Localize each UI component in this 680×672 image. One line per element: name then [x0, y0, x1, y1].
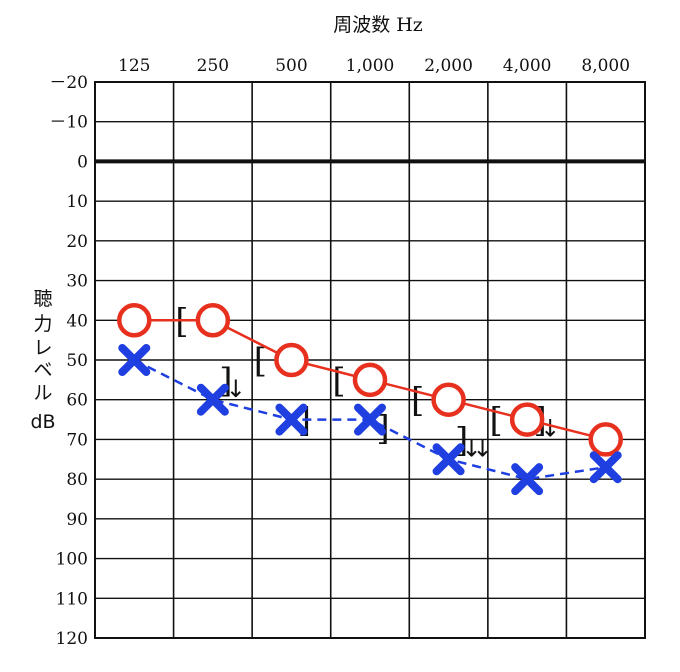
y-axis-label-part: ル — [33, 382, 52, 404]
masking-bracket-left: [ — [332, 361, 345, 401]
y-tick-label: 20 — [66, 232, 88, 252]
data-point-cross — [118, 344, 151, 376]
data-point-cross — [354, 403, 386, 436]
data-point-circle — [274, 342, 309, 378]
y-tick-label: 30 — [66, 272, 88, 292]
y-axis-label-part: dB — [30, 411, 55, 433]
y-tick-label: －10 — [49, 113, 88, 133]
x-tick-label: 250 — [197, 56, 229, 76]
y-axis-label-part: 聴 — [33, 288, 52, 310]
x-tick-label: 500 — [275, 56, 307, 76]
data-point-cross — [275, 403, 308, 436]
data-point-circle — [195, 303, 231, 338]
x-tick-label: 4,000 — [503, 56, 552, 76]
y-tick-label: 60 — [66, 391, 88, 411]
masking-bracket-left: [ — [411, 381, 424, 421]
y-tick-label: －20 — [49, 73, 88, 93]
y-tick-label: 80 — [66, 470, 88, 490]
data-point-cross — [196, 383, 229, 416]
data-point-circle — [352, 362, 388, 398]
y-tick-label: 90 — [66, 510, 88, 530]
data-point-cross — [511, 463, 544, 496]
y-tick-label: 40 — [66, 311, 88, 331]
y-tick-label: 110 — [56, 589, 88, 609]
y-axis-label-part: レ — [33, 337, 52, 359]
x-tick-label: 8,000 — [581, 56, 630, 76]
grid — [94, 81, 646, 639]
x-axis-ticks: 125 250 500 1,000 2,000 4,000 8,000 — [118, 56, 630, 76]
x-tick-label: 125 — [118, 56, 150, 76]
y-tick-label: 0 — [77, 152, 88, 172]
data-point-cross — [432, 443, 465, 476]
masking-bracket-left: [ — [254, 341, 267, 381]
data-point-cross — [589, 451, 622, 484]
y-axis-ticks: －20 －10 0 10 20 30 40 50 60 70 80 90 100 110 120 — [49, 73, 88, 649]
y-tick-label: 70 — [66, 430, 88, 450]
data-point-circle — [117, 303, 152, 338]
y-tick-label: 50 — [66, 351, 88, 371]
y-axis-label-part: 力 — [33, 313, 52, 335]
y-axis-label-part: ベ — [33, 359, 52, 381]
y-tick-label: 120 — [56, 629, 88, 649]
no-response-arrow: ↓ — [462, 434, 482, 462]
no-response-arrow: ↓ — [540, 415, 560, 443]
x-tick-label: 2,000 — [424, 56, 473, 76]
data-point-circle — [588, 422, 623, 457]
no-response-arrow: ↓ — [473, 434, 493, 462]
no-response-arrow: ↓ — [226, 375, 246, 403]
y-tick-label: 100 — [56, 550, 88, 570]
chart-title: 周波数 Hz — [333, 14, 423, 36]
x-tick-label: 1,000 — [346, 56, 395, 76]
y-tick-label: 10 — [66, 192, 88, 212]
series-layer — [117, 303, 623, 496]
data-point-circle — [509, 402, 545, 437]
data-point-circle — [431, 382, 466, 417]
